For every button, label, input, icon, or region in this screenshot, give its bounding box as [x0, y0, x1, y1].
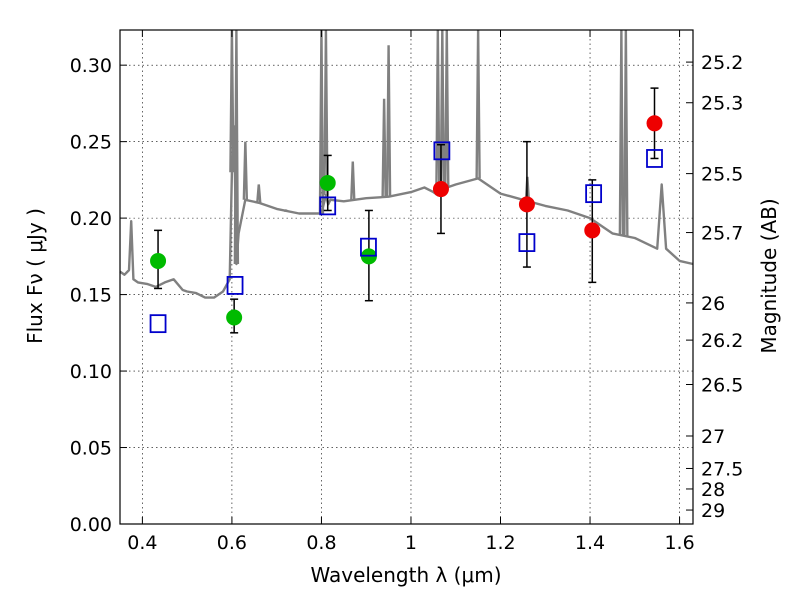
data-point-square: [518, 233, 536, 252]
x-tick-label: 1: [405, 532, 417, 554]
y-tick-label: 0.00: [70, 514, 112, 536]
x-axis-title: Wavelength λ (μm): [310, 563, 501, 587]
y-tick-label: 0.30: [70, 55, 112, 77]
model-emission-line: [256, 184, 262, 203]
data-point-square: [360, 237, 377, 257]
y2-tick-label: 27: [701, 426, 725, 448]
y-tick-label: 0.20: [70, 208, 112, 230]
x-tick-label: 0.6: [217, 532, 247, 554]
y2-axis-title: Magnitude (AB): [757, 198, 781, 353]
y2-tick-label: 27.5: [701, 458, 743, 480]
data-points: [149, 115, 663, 334]
y2-tick-label: 29: [701, 500, 725, 522]
data-point-circle: [432, 181, 449, 198]
x-tick-label: 1.6: [664, 532, 694, 554]
y2-tick-label: 26.2: [701, 330, 743, 352]
y-tick-label: 0.15: [70, 285, 112, 307]
data-point-square: [149, 314, 167, 334]
y-tick-label: 0.25: [70, 132, 112, 154]
plot-frame: [119, 29, 694, 525]
x-tick-label: 1.4: [575, 532, 605, 554]
y2-tick-label: 26: [701, 293, 725, 315]
y-tick-label: 0.10: [70, 361, 112, 383]
data-point-circle: [150, 252, 167, 269]
y2-tick-label: 26.5: [701, 375, 743, 397]
y2-tick-label: 25.7: [701, 223, 743, 245]
model-emission-line: [242, 141, 249, 200]
data-point-circle: [226, 309, 243, 326]
data-point-square: [319, 196, 337, 216]
data-point-square: [226, 276, 244, 295]
data-point-circle: [646, 115, 663, 132]
y-axis-title: Flux Fν ( μJy ): [23, 208, 47, 344]
x-tick-label: 0.8: [306, 532, 336, 554]
x-tick-label: 0.4: [127, 532, 157, 554]
data-point-square: [646, 149, 663, 168]
data-point-square: [433, 141, 451, 161]
data-point-circle: [319, 174, 336, 191]
data-point-square: [585, 184, 603, 204]
y-tick-label: 0.05: [70, 438, 112, 460]
data-point-circle: [518, 196, 535, 213]
model-emission-line: [350, 161, 356, 201]
y2-tick-label: 25.2: [701, 52, 743, 74]
y2-tick-label: 25.3: [701, 93, 743, 115]
y2-tick-label: 25.5: [701, 164, 743, 186]
model-emission-line: [381, 98, 387, 198]
data-point-circle: [584, 222, 601, 239]
x-tick-label: 1.2: [485, 532, 515, 554]
y2-tick-label: 28: [701, 479, 725, 501]
axis-ticks: 0.4 0.6 0.8 1 1.2 1.4 1.6 0.00 0.05 0.10 0.15 0.20 0…: [70, 30, 743, 554]
model-emission-line: [385, 45, 392, 197]
